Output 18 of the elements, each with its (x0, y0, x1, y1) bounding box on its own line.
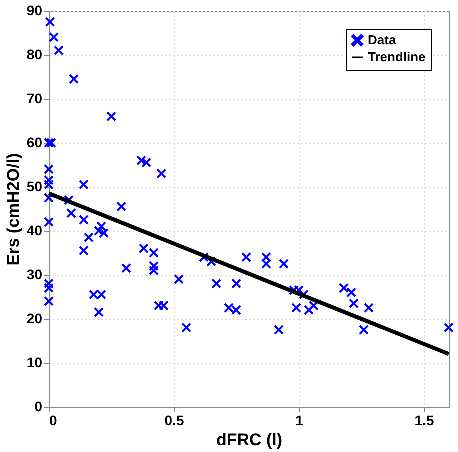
x-tick-label: 1.5 (414, 412, 434, 428)
y-tick-label: 10 (26, 354, 43, 370)
y-tick-label: 50 (26, 178, 43, 194)
y-tick-label: 20 (26, 310, 43, 326)
x-tick-label: 0.5 (164, 412, 184, 428)
y-tick-label: 30 (26, 266, 43, 282)
x-axis-title: dFRC (l) (216, 430, 283, 450)
legend-label: Trendline (368, 50, 426, 64)
y-tick-label: 70 (26, 90, 43, 106)
y-tick-label: 60 (26, 134, 43, 150)
x-tick-label: 0 (50, 412, 58, 428)
y-tick-label: 90 (26, 2, 43, 18)
legend-label: Data (368, 32, 397, 48)
x-tick-label: 1 (296, 412, 304, 428)
y-tick-label: 80 (26, 46, 43, 62)
y-axis-title: Ers (cmH2O/l) (4, 153, 23, 266)
y-tick-label: 0 (34, 398, 43, 414)
y-tick-label: 40 (26, 222, 43, 238)
